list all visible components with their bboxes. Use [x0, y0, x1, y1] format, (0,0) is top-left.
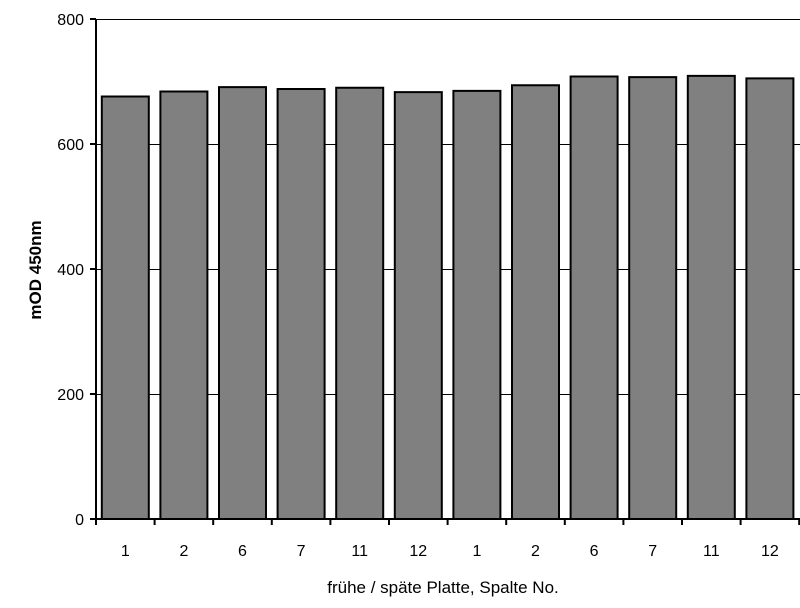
x-axis-title: frühe / späte Platte, Spalte No. — [327, 578, 559, 597]
x-tick-label-4: 7 — [297, 543, 306, 560]
bars — [100, 74, 795, 520]
bar-9 — [569, 75, 619, 520]
bar-6 — [393, 91, 443, 520]
y-tick-label-800: 800 — [57, 12, 84, 29]
x-tick-label-5: 11 — [351, 543, 368, 560]
y-tick-label-600: 600 — [57, 137, 84, 154]
bar-2 — [159, 90, 209, 520]
bar-8 — [511, 84, 560, 520]
bar-10 — [628, 76, 678, 520]
y-tick-label-0: 0 — [75, 512, 84, 529]
x-tick-label-2: 2 — [179, 543, 188, 560]
x-tick-label-1: 1 — [121, 543, 130, 560]
y-tick-label-400: 400 — [57, 262, 84, 279]
y-tick-label-200: 200 — [57, 387, 84, 404]
bar-5 — [335, 86, 385, 520]
x-tick-label-8: 2 — [531, 543, 540, 560]
y-axis-title: mOD 450nm — [26, 220, 45, 319]
x-tick-label-10: 7 — [648, 543, 657, 560]
x-tick-label-9: 6 — [590, 543, 599, 560]
bar-7 — [452, 89, 502, 520]
bar-11 — [686, 74, 736, 520]
x-tick-label-7: 1 — [472, 543, 481, 560]
bar-1 — [100, 95, 150, 520]
x-tick-label-3: 6 — [238, 543, 247, 560]
bar-3 — [218, 86, 267, 520]
x-tick-label-6: 12 — [409, 543, 427, 560]
bar-4 — [276, 88, 326, 520]
x-tick-label-12: 12 — [761, 543, 779, 560]
axes — [90, 18, 800, 525]
x-tick-label-11: 11 — [703, 543, 720, 560]
gridlines — [96, 19, 800, 395]
bar-12 — [745, 77, 795, 520]
